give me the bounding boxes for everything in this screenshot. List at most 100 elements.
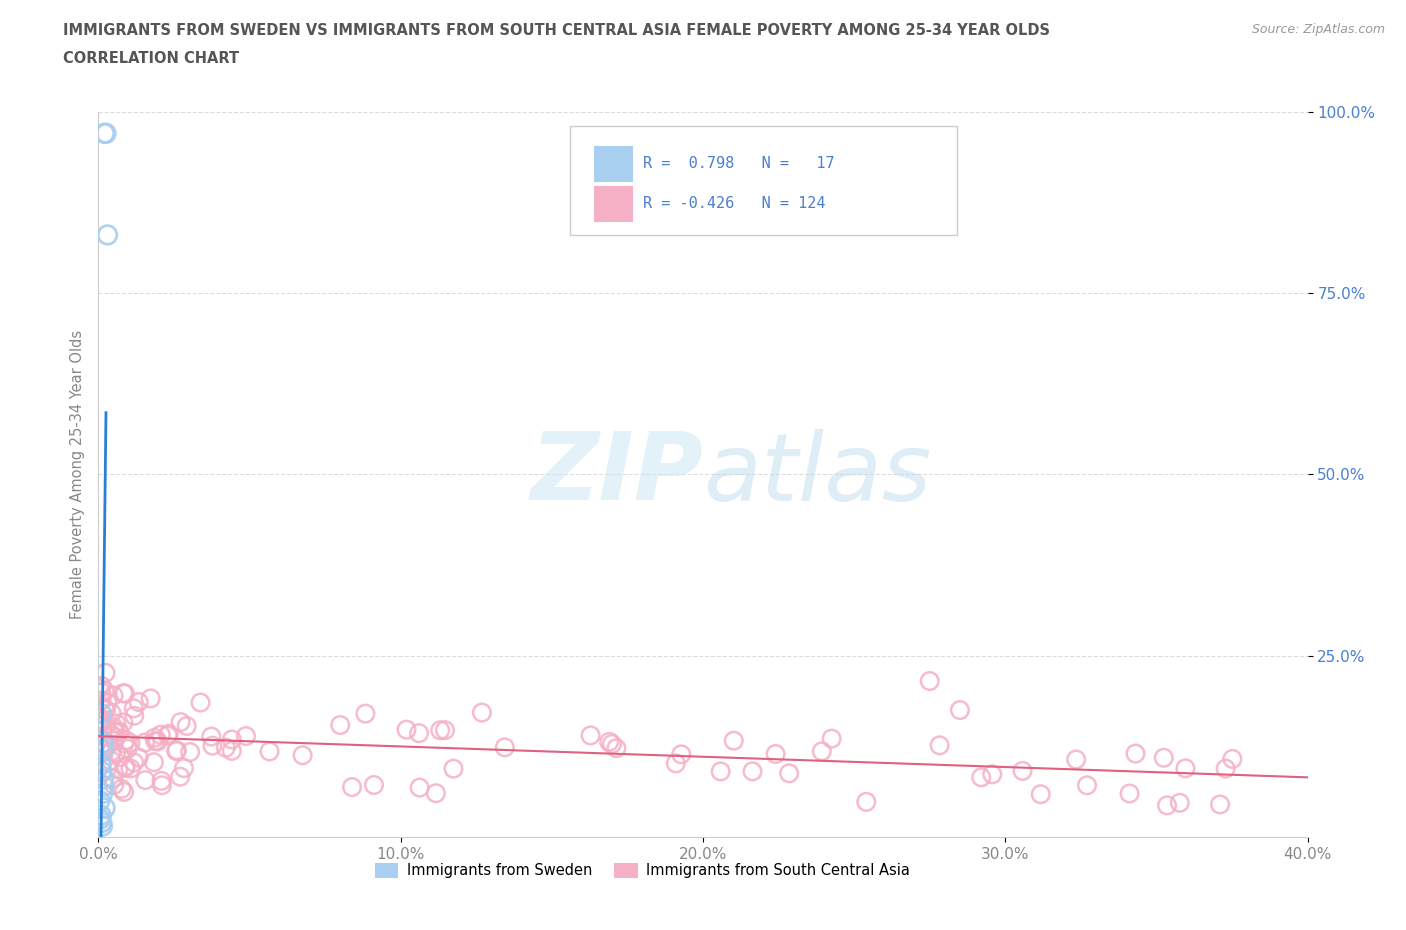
Point: [221, 732, 243, 747]
Point: [395, 723, 418, 737]
Point: [235, 728, 257, 743]
Point: [93, 684, 115, 698]
Point: [89, 793, 111, 808]
Point: [179, 745, 201, 760]
Point: [741, 764, 763, 778]
Text: R = -0.426   N = 124: R = -0.426 N = 124: [643, 196, 825, 211]
FancyBboxPatch shape: [595, 186, 633, 222]
Point: [157, 726, 180, 741]
Point: [96, 228, 118, 243]
Point: [143, 730, 166, 745]
Legend: Immigrants from Sweden, Immigrants from South Central Asia: Immigrants from Sweden, Immigrants from …: [368, 857, 917, 884]
Point: [918, 673, 941, 688]
Point: [149, 727, 172, 742]
Point: [110, 750, 132, 764]
Y-axis label: Female Poverty Among 25-34 Year Olds: Female Poverty Among 25-34 Year Olds: [69, 330, 84, 618]
Point: [100, 753, 122, 768]
Point: [91, 745, 114, 760]
Point: [122, 701, 145, 716]
Point: [108, 724, 131, 739]
Point: [363, 777, 385, 792]
Point: [169, 769, 191, 784]
Point: [354, 706, 377, 721]
Text: IMMIGRANTS FROM SWEDEN VS IMMIGRANTS FROM SOUTH CENTRAL ASIA FEMALE POVERTY AMON: IMMIGRANTS FROM SWEDEN VS IMMIGRANTS FRO…: [63, 23, 1050, 38]
Point: [103, 720, 125, 735]
Point: [103, 688, 125, 703]
Point: [107, 763, 129, 777]
Point: [778, 766, 800, 781]
Point: [91, 742, 114, 757]
Point: [820, 731, 842, 746]
Point: [114, 686, 136, 701]
Point: [91, 818, 114, 833]
Point: [96, 696, 118, 711]
Point: [215, 740, 238, 755]
Point: [443, 762, 465, 777]
Point: [91, 764, 114, 779]
Point: [90, 757, 112, 772]
Point: [93, 126, 115, 140]
Point: [1125, 746, 1147, 761]
Point: [1215, 761, 1237, 776]
Point: [408, 780, 430, 795]
Point: [855, 794, 877, 809]
Point: [173, 761, 195, 776]
Point: [146, 734, 169, 749]
Point: [108, 724, 131, 739]
Point: [765, 747, 787, 762]
Point: [124, 709, 146, 724]
Point: [104, 724, 127, 739]
Point: [90, 714, 112, 729]
Point: [1118, 786, 1140, 801]
Point: [104, 730, 127, 745]
Point: [103, 733, 125, 748]
Point: [1168, 795, 1191, 810]
Point: [105, 746, 128, 761]
Point: [579, 728, 602, 743]
Point: [103, 777, 125, 792]
Point: [90, 706, 112, 721]
Point: [259, 744, 281, 759]
Point: [810, 744, 832, 759]
Point: [605, 741, 627, 756]
Point: [1064, 752, 1087, 767]
Point: [93, 778, 115, 793]
Point: [598, 735, 620, 750]
Point: [93, 723, 115, 737]
Point: [408, 725, 430, 740]
Point: [329, 718, 352, 733]
Point: [105, 716, 128, 731]
Point: [128, 695, 150, 710]
Point: [101, 728, 124, 743]
Point: [94, 702, 117, 717]
Point: [117, 741, 139, 756]
Point: [120, 736, 142, 751]
Point: [928, 737, 950, 752]
Point: [90, 693, 112, 708]
Point: [90, 808, 112, 823]
Point: [1011, 764, 1033, 778]
Text: CORRELATION CHART: CORRELATION CHART: [63, 51, 239, 66]
Text: atlas: atlas: [703, 429, 931, 520]
Point: [90, 711, 112, 726]
Point: [221, 743, 243, 758]
Point: [134, 735, 156, 750]
Text: Source: ZipAtlas.com: Source: ZipAtlas.com: [1251, 23, 1385, 36]
Point: [94, 126, 117, 140]
Point: [94, 801, 117, 816]
Point: [949, 703, 972, 718]
Point: [114, 733, 136, 748]
Point: [96, 761, 118, 776]
Point: [139, 691, 162, 706]
Point: [91, 736, 114, 751]
Point: [120, 761, 142, 776]
FancyBboxPatch shape: [595, 146, 633, 182]
Point: [112, 685, 135, 700]
Point: [94, 702, 117, 717]
Point: [190, 695, 212, 710]
Point: [90, 811, 112, 827]
Point: [291, 748, 314, 763]
Point: [128, 750, 150, 764]
Point: [94, 665, 117, 680]
Point: [169, 714, 191, 729]
